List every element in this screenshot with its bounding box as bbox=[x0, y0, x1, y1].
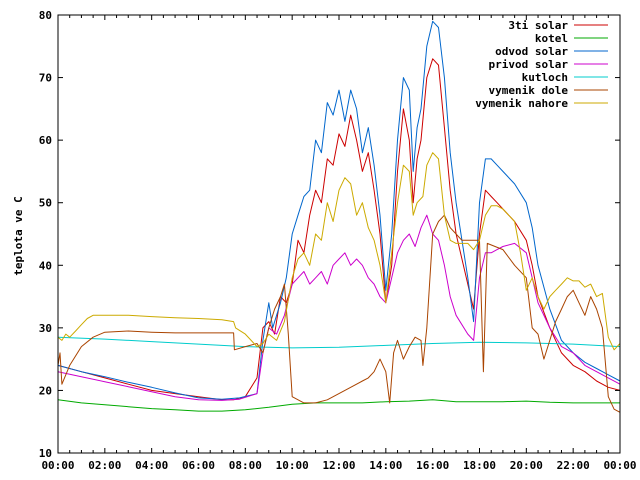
legend-label: vymenik nahore bbox=[475, 97, 568, 110]
x-tick-label: 22:00 bbox=[557, 459, 590, 472]
series-line-odvod-solar bbox=[57, 20, 621, 400]
legend-label: odvod solar bbox=[495, 45, 568, 58]
x-tick-label: 02:00 bbox=[88, 459, 121, 472]
legend-label: kutloch bbox=[522, 71, 568, 84]
legend-label: vymenik dole bbox=[489, 84, 569, 97]
x-tick-label: 10:00 bbox=[276, 459, 309, 472]
y-tick-label: 40 bbox=[39, 259, 52, 272]
y-tick-label: 60 bbox=[39, 134, 52, 147]
y-tick-label: 30 bbox=[39, 322, 52, 335]
x-tick-label: 18:00 bbox=[463, 459, 496, 472]
series-layer bbox=[57, 20, 621, 413]
x-tick-label: 04:00 bbox=[135, 459, 168, 472]
ticks-layer: 10 20 30 40 50 60 70 80 00:00 02:00 04:00 06:00 08:0… bbox=[39, 9, 637, 472]
y-tick-label: 10 bbox=[39, 447, 52, 460]
x-tick-label: 20:00 bbox=[510, 459, 543, 472]
legend-label: 3ti solar bbox=[508, 19, 568, 32]
series-line-kutloch bbox=[57, 336, 621, 349]
x-tick-label: 06:00 bbox=[182, 459, 215, 472]
y-axis-label: teplota ve C bbox=[12, 196, 25, 275]
y-tick-label: 80 bbox=[39, 9, 52, 22]
x-tick-label: 00:00 bbox=[41, 459, 74, 472]
x-tick-label: 08:00 bbox=[229, 459, 262, 472]
x-tick-label: 12:00 bbox=[322, 459, 355, 472]
y-tick-label: 20 bbox=[39, 384, 52, 397]
series-line-vymenik-nahore bbox=[57, 152, 621, 351]
x-tick-label: 00:00 bbox=[603, 459, 636, 472]
x-tick-label: 14:00 bbox=[369, 459, 402, 472]
legend-label: kotel bbox=[535, 32, 568, 45]
series-line-vymenik-dole bbox=[57, 214, 621, 413]
series-line-kotel bbox=[57, 399, 620, 412]
y-tick-label: 50 bbox=[39, 197, 52, 210]
legend-label: privod solar bbox=[489, 58, 569, 71]
y-tick-label: 70 bbox=[39, 72, 52, 85]
x-tick-label: 16:00 bbox=[416, 459, 449, 472]
